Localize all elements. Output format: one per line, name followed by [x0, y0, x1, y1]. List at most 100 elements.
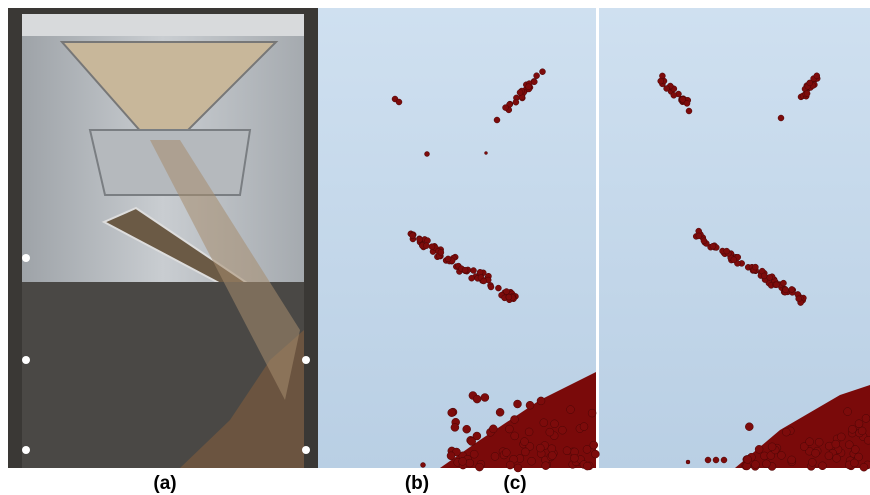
particle	[540, 69, 546, 75]
particle	[526, 401, 534, 409]
particle	[438, 249, 444, 255]
particle	[466, 459, 474, 467]
particle	[781, 280, 787, 286]
particle	[463, 425, 471, 433]
particle	[485, 152, 488, 155]
particle	[421, 463, 426, 468]
particle	[590, 441, 598, 449]
particle	[511, 416, 519, 424]
particle	[731, 257, 737, 263]
particle	[447, 452, 455, 460]
particle	[671, 92, 677, 98]
particle	[502, 449, 510, 457]
particle	[546, 428, 554, 436]
particle	[855, 420, 863, 428]
particle	[814, 73, 820, 79]
particle	[558, 426, 566, 434]
particle	[417, 236, 423, 242]
particle	[445, 256, 451, 262]
particle	[495, 285, 501, 291]
particle	[864, 436, 870, 444]
particle	[696, 233, 702, 239]
panel-label: (c)	[503, 473, 526, 494]
simulation-panel-c	[599, 8, 870, 468]
particle	[806, 438, 814, 446]
particle	[767, 274, 773, 280]
particle	[514, 400, 522, 408]
divider	[596, 8, 599, 468]
particle	[591, 450, 599, 458]
particle	[471, 268, 477, 274]
panel-label: (a)	[153, 473, 176, 494]
particle	[819, 462, 827, 470]
particle	[796, 296, 802, 302]
particle	[588, 409, 596, 417]
particle	[429, 244, 435, 250]
particle	[551, 420, 559, 428]
particle	[468, 438, 476, 446]
particle	[504, 289, 510, 295]
particle	[494, 117, 500, 123]
particle	[473, 395, 481, 403]
particle	[782, 428, 790, 436]
particle	[755, 445, 763, 453]
panel-label: (b)	[405, 473, 429, 494]
particle	[488, 284, 494, 290]
particle	[506, 294, 512, 300]
particle	[713, 457, 719, 463]
particle	[789, 286, 795, 292]
particle	[837, 433, 845, 441]
particle	[477, 269, 483, 275]
particle	[542, 462, 550, 470]
particle	[833, 454, 841, 462]
particle	[531, 79, 537, 85]
particle	[448, 409, 456, 417]
particle	[563, 447, 571, 455]
particle	[536, 444, 544, 452]
particle	[534, 73, 540, 79]
particle	[514, 464, 522, 472]
particle	[752, 264, 758, 270]
particle	[481, 278, 487, 284]
particle	[517, 90, 523, 96]
particle	[812, 449, 820, 457]
particle	[777, 451, 785, 459]
particle	[528, 457, 536, 465]
particle	[481, 394, 489, 402]
particle	[832, 440, 840, 448]
particle	[462, 267, 468, 273]
particle	[752, 461, 760, 469]
particle	[410, 233, 416, 239]
particle	[658, 78, 664, 84]
particle	[710, 243, 716, 249]
particle	[459, 457, 467, 465]
particle	[537, 397, 545, 405]
particle	[680, 96, 686, 102]
particle	[470, 450, 478, 458]
particle	[701, 238, 707, 244]
particle	[521, 438, 529, 446]
particle	[851, 446, 859, 454]
particle	[744, 455, 752, 463]
particle	[469, 275, 475, 281]
particle	[511, 432, 519, 440]
particle	[808, 458, 816, 466]
particle	[548, 452, 556, 460]
particle	[762, 460, 770, 468]
particle	[807, 80, 813, 86]
particle	[425, 152, 430, 157]
particle	[570, 454, 578, 462]
particle	[778, 115, 784, 121]
particle	[848, 425, 856, 433]
particle	[862, 414, 870, 422]
particle	[686, 108, 692, 114]
particle	[745, 423, 753, 431]
particle	[686, 460, 690, 464]
particle	[825, 452, 833, 460]
simulation-panel-b	[318, 8, 596, 468]
particle	[721, 457, 727, 463]
particle	[858, 427, 866, 435]
particle	[583, 462, 591, 470]
particle	[844, 408, 852, 416]
particle	[525, 428, 533, 436]
